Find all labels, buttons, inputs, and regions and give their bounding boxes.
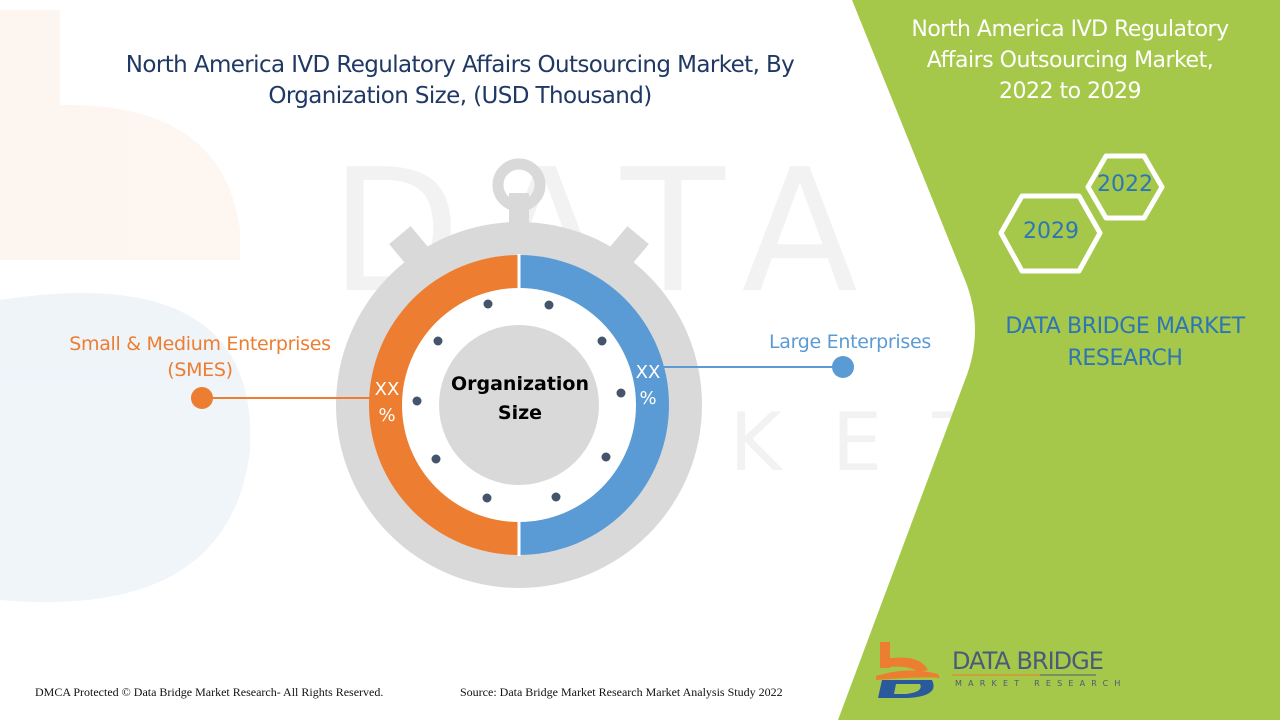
brand-text: DATA BRIDGE MARKET RESEARCH — [985, 311, 1265, 375]
panel-title: North America IVD Regulatory Affairs Out… — [890, 14, 1250, 107]
segment-label-smes-line1: Small & Medium Enterprises — [69, 333, 331, 355]
segment-label-smes: Small & Medium Enterprises (SMES) — [40, 331, 360, 383]
segment-value-smes-line2: % — [378, 405, 396, 426]
brand-text-line1: DATA BRIDGE MARKET — [1005, 314, 1245, 339]
stopwatch-icon — [336, 158, 702, 588]
green-panel — [838, 0, 1280, 720]
segment-value-large-line1: XX — [635, 362, 661, 383]
logo-subtitle: MARKET RESEARCH — [955, 679, 1127, 688]
segment-value-large-line2: % — [639, 388, 657, 409]
logo-name: DATA BRIDGE — [952, 647, 1104, 675]
segment-label-large-line1: Large Enterprises — [768, 331, 932, 353]
segment-value-large: XX % — [631, 360, 665, 412]
footer-source: Source: Data Bridge Market Research Mark… — [460, 685, 783, 699]
panel-title-line2: Affairs Outsourcing Market, — [926, 48, 1214, 73]
hexagon-label-2022: 2022 — [1097, 172, 1153, 197]
center-label-line1: Organization — [450, 373, 590, 395]
chart-title: North America IVD Regulatory Affairs Out… — [100, 50, 820, 112]
segment-label-smes-line2: (SMES) — [167, 359, 233, 381]
segment-value-smes-line1: XX — [374, 379, 400, 400]
segment-label-large: Large Enterprises — [740, 329, 960, 355]
connector-large — [664, 356, 854, 378]
brand-text-line2: RESEARCH — [1067, 346, 1183, 371]
center-label: Organization Size — [440, 370, 600, 428]
center-label-line2: Size — [497, 402, 543, 424]
panel-title-line3: 2022 to 2029 — [998, 79, 1142, 104]
segment-value-smes: XX % — [370, 377, 404, 429]
connector-smes — [191, 387, 372, 409]
hexagon-icon-2022 — [1085, 153, 1165, 221]
chart-title-line1: North America IVD Regulatory Affairs Out… — [125, 52, 795, 78]
footer-copyright: DMCA Protected © Data Bridge Market Rese… — [35, 685, 384, 699]
hexagon-icon-2029 — [998, 193, 1103, 274]
hexagon-label-2029: 2029 — [1023, 219, 1079, 244]
chart-title-line2: Organization Size, (USD Thousand) — [268, 83, 652, 109]
panel-title-line1: North America IVD Regulatory — [911, 17, 1229, 42]
data-bridge-logo-icon — [876, 642, 1096, 698]
